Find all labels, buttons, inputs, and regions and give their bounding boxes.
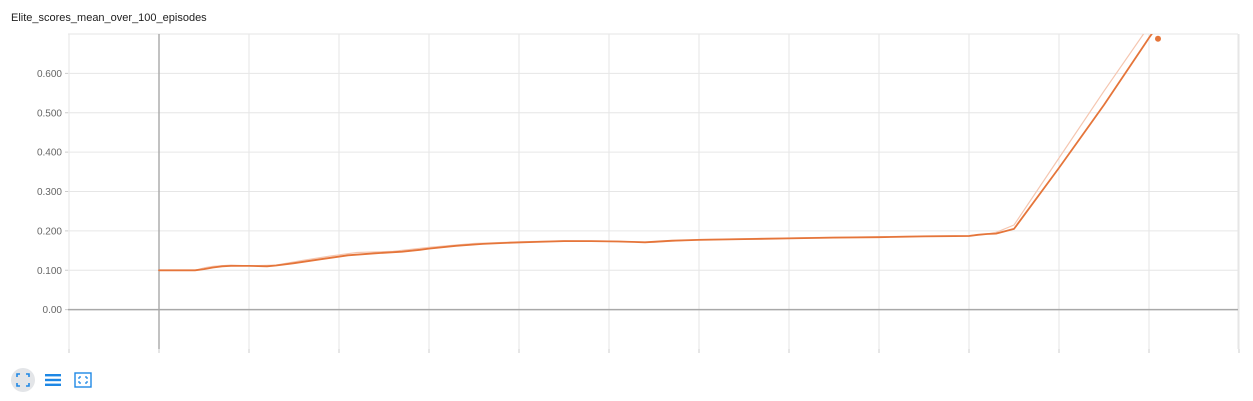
y-tick-label: 0.100 (37, 266, 62, 277)
axes (68, 34, 1238, 349)
data-series-icon (45, 374, 61, 386)
series-end-point (1155, 35, 1161, 42)
fit-domain-icon (74, 372, 92, 388)
y-tick-label: 0.400 (37, 148, 62, 159)
y-tick-label: 0.500 (37, 108, 62, 119)
chart-toolbar (11, 368, 95, 392)
line-chart[interactable]: 0.600 0.500 0.400 0.300 0.200 0.100 0.00 (0, 0, 1253, 360)
y-tick-label: 0.600 (37, 69, 62, 80)
expand-chart-button[interactable] (11, 368, 35, 392)
raw-series-line (158, 34, 1145, 271)
vertical-gridlines (68, 34, 1240, 353)
expand-icon (16, 373, 30, 387)
y-tick-label: 0.200 (37, 226, 62, 237)
y-tick-label: 0.300 (37, 187, 62, 198)
y-tick-label: 0.00 (43, 305, 63, 316)
horizontal-gridlines (68, 33, 1238, 271)
fit-domain-button[interactable] (71, 368, 95, 392)
toggle-y-log-button[interactable] (41, 368, 65, 392)
y-axis-ticks: 0.600 0.500 0.400 0.300 0.200 0.100 0.00 (37, 69, 68, 316)
chart-title: Elite_scores_mean_over_100_episodes (11, 12, 207, 24)
series-layer (158, 34, 1153, 272)
smoothed-series-line (158, 34, 1153, 272)
